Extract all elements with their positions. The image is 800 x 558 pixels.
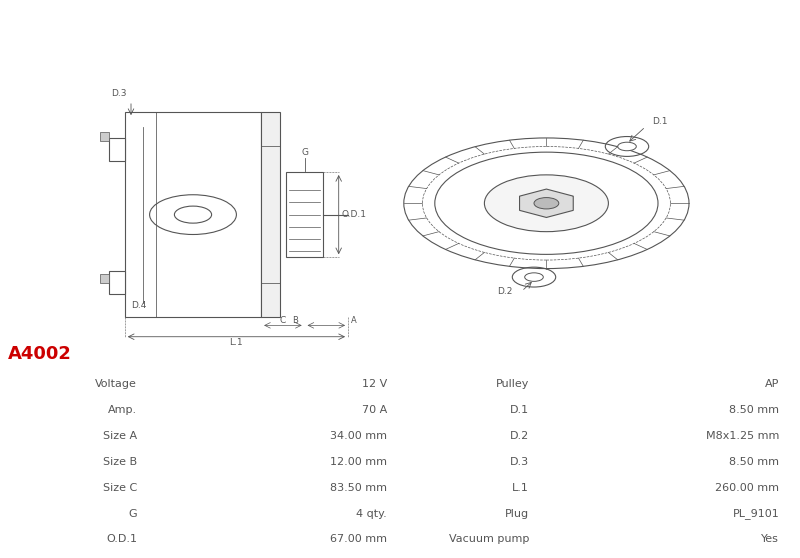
FancyBboxPatch shape <box>262 112 280 317</box>
Text: L.1: L.1 <box>512 483 530 493</box>
Polygon shape <box>519 189 574 218</box>
Text: Size A: Size A <box>103 431 138 441</box>
Text: 12 V: 12 V <box>362 379 387 389</box>
Text: 8.50 mm: 8.50 mm <box>730 405 779 415</box>
Text: D.2: D.2 <box>510 431 530 441</box>
Text: A4002: A4002 <box>8 345 72 363</box>
Text: 4 qty.: 4 qty. <box>357 508 387 518</box>
Text: G: G <box>129 508 138 518</box>
Text: 83.50 mm: 83.50 mm <box>330 483 387 493</box>
Text: Size B: Size B <box>103 457 138 466</box>
Text: Amp.: Amp. <box>108 405 138 415</box>
Text: Vacuum pump: Vacuum pump <box>449 535 530 545</box>
Text: 8.50 mm: 8.50 mm <box>730 457 779 466</box>
Text: D.3: D.3 <box>111 89 126 98</box>
Text: L.1: L.1 <box>230 338 243 347</box>
Text: 260.00 mm: 260.00 mm <box>715 483 779 493</box>
Text: 34.00 mm: 34.00 mm <box>330 431 387 441</box>
Text: D.2: D.2 <box>497 287 512 296</box>
Text: Plug: Plug <box>505 508 530 518</box>
Text: Yes: Yes <box>762 535 779 545</box>
FancyBboxPatch shape <box>110 271 125 294</box>
FancyBboxPatch shape <box>286 172 323 257</box>
Circle shape <box>618 142 636 151</box>
FancyBboxPatch shape <box>110 138 125 161</box>
Text: C: C <box>280 315 286 325</box>
FancyBboxPatch shape <box>100 274 110 283</box>
Text: G: G <box>301 148 308 157</box>
Text: D.1: D.1 <box>510 405 530 415</box>
Text: D.1: D.1 <box>652 117 667 126</box>
Text: Size C: Size C <box>103 483 138 493</box>
Text: O.D.1: O.D.1 <box>342 210 367 219</box>
Text: 70 A: 70 A <box>362 405 387 415</box>
Text: M8x1.25 mm: M8x1.25 mm <box>706 431 779 441</box>
Text: A: A <box>351 315 357 325</box>
Text: 12.00 mm: 12.00 mm <box>330 457 387 466</box>
Text: AP: AP <box>765 379 779 389</box>
FancyBboxPatch shape <box>100 132 110 141</box>
Circle shape <box>485 175 609 232</box>
Text: Voltage: Voltage <box>95 379 138 389</box>
Text: D.4: D.4 <box>131 301 146 310</box>
Text: B: B <box>293 315 298 325</box>
Circle shape <box>525 273 543 281</box>
Text: PL_9101: PL_9101 <box>733 508 779 519</box>
Text: Pulley: Pulley <box>496 379 530 389</box>
Text: 67.00 mm: 67.00 mm <box>330 535 387 545</box>
Circle shape <box>534 198 558 209</box>
Text: D.3: D.3 <box>510 457 530 466</box>
Text: O.D.1: O.D.1 <box>106 535 138 545</box>
